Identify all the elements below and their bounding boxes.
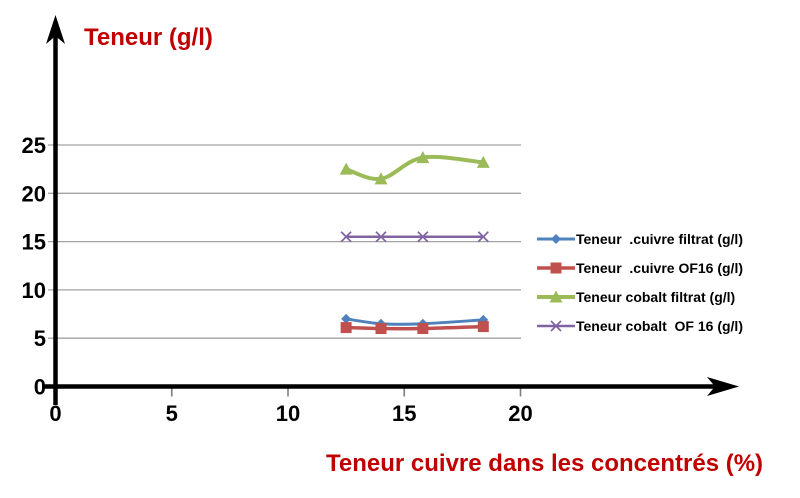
svg-text:15: 15: [392, 401, 416, 426]
legend-label: Teneur cobalt OF 16 (g/l): [576, 317, 743, 334]
svg-text:10: 10: [22, 278, 46, 303]
legend-label: Teneur .cuivre filtrat (g/l): [576, 230, 743, 247]
legend-label: Teneur cobalt filtrat (g/l): [576, 288, 736, 305]
x-marker-icon: [536, 317, 576, 335]
svg-text:15: 15: [22, 230, 46, 255]
triangle-marker-icon: [536, 288, 576, 306]
svg-text:0: 0: [34, 375, 46, 400]
svg-text:0: 0: [49, 401, 61, 426]
chart-title: Teneur (g/l): [84, 24, 213, 51]
legend-item: Teneur .cuivre OF16 (g/l): [536, 253, 743, 282]
legend-label: Teneur .cuivre OF16 (g/l): [576, 259, 744, 276]
legend: Teneur .cuivre filtrat (g/l) Teneur .cui…: [536, 224, 743, 340]
svg-text:25: 25: [22, 133, 46, 158]
svg-text:5: 5: [34, 326, 46, 351]
svg-text:20: 20: [22, 181, 46, 206]
diamond-marker-icon: [536, 230, 576, 248]
legend-item: Teneur .cuivre filtrat (g/l): [536, 224, 743, 253]
svg-text:5: 5: [166, 401, 178, 426]
svg-text:20: 20: [508, 401, 532, 426]
legend-item: Teneur cobalt filtrat (g/l): [536, 282, 743, 311]
x-axis-label: Teneur cuivre dans les concentrés (%): [326, 450, 764, 477]
legend-item: Teneur cobalt OF 16 (g/l): [536, 311, 743, 340]
svg-text:10: 10: [276, 401, 300, 426]
square-marker-icon: [536, 259, 576, 277]
